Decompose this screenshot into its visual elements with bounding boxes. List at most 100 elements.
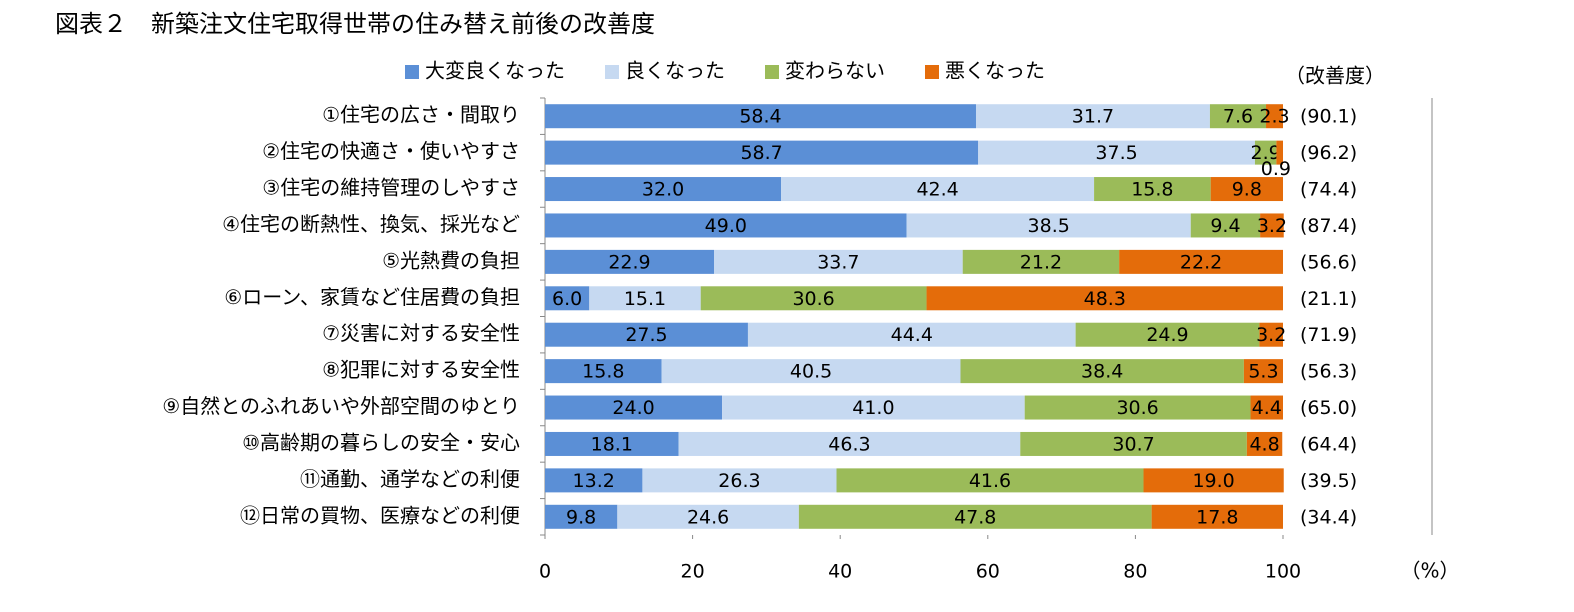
bar-segment <box>617 504 799 529</box>
category-label: ⑪通勤、通学などの利便 <box>300 467 520 491</box>
data-label: 42.4 <box>916 179 958 201</box>
bar-segment <box>545 249 715 274</box>
legend-swatch <box>605 65 619 79</box>
chart-title: 図表２ 新築注文住宅取得世帯の住み替え前後の改善度 <box>55 10 655 38</box>
category-label: ③住宅の維持管理のしやすさ <box>262 176 520 200</box>
bar-segment <box>1243 359 1283 384</box>
data-label: 24.9 <box>1146 324 1188 346</box>
bar-segment <box>1246 431 1283 456</box>
data-label: 44.4 <box>891 324 933 346</box>
bar-segment <box>642 468 837 493</box>
bar-segment <box>722 395 1025 420</box>
data-label: 9.8 <box>566 506 596 528</box>
category-label: ⑨自然とのふれあいや外部空間のゆとり <box>162 394 520 418</box>
data-label: 15.8 <box>1131 179 1173 201</box>
category-label: ②住宅の快適さ・使いやすさ <box>262 139 520 163</box>
improvement-label: (39.5) <box>1300 470 1357 492</box>
bar-segment <box>545 359 662 384</box>
legend-swatch <box>925 65 939 79</box>
improvement-label: (34.4) <box>1300 506 1357 528</box>
data-label: 30.6 <box>792 288 834 310</box>
bar-segment <box>1209 104 1267 129</box>
x-tick-label: 20 <box>681 561 705 583</box>
bar-segment <box>545 431 679 456</box>
bar-segment <box>926 286 1283 311</box>
category-label: ①住宅の広さ・間取り <box>322 103 520 127</box>
improvement-label: (90.1) <box>1300 106 1357 128</box>
bar-segment <box>960 359 1244 384</box>
data-label: 22.2 <box>1180 251 1222 273</box>
x-tick-label: 40 <box>828 561 852 583</box>
data-label: 13.2 <box>573 470 615 492</box>
bar-segment <box>1259 322 1283 347</box>
bar-segment <box>1254 140 1277 165</box>
bar-segment <box>1151 504 1283 529</box>
data-label: 15.1 <box>624 288 666 310</box>
data-label: 21.2 <box>1020 251 1062 273</box>
legend-label: 大変良くなった <box>425 59 565 83</box>
data-label: 3.2 <box>1257 215 1287 237</box>
bar-segment <box>1266 104 1283 129</box>
bar-segment <box>545 213 907 238</box>
data-label: 26.3 <box>718 470 760 492</box>
data-label: 37.5 <box>1095 142 1137 164</box>
data-label: 47.8 <box>954 506 996 528</box>
legend-label: 変わらない <box>785 59 885 83</box>
data-label: 15.8 <box>582 361 624 383</box>
bar-segment <box>545 468 643 493</box>
data-label: 32.0 <box>642 179 684 201</box>
bar-segment <box>545 104 976 129</box>
improvement-label: (21.1) <box>1300 288 1357 310</box>
data-label: 24.6 <box>687 506 729 528</box>
data-label: 41.0 <box>852 397 894 419</box>
bar-segment <box>962 249 1120 274</box>
data-label: 40.5 <box>790 361 832 383</box>
data-label: 33.7 <box>817 251 859 273</box>
bar-segment <box>798 504 1152 529</box>
bar-segment <box>545 140 979 165</box>
bar-segment <box>589 286 701 311</box>
x-tick-label: 60 <box>976 561 1000 583</box>
bar-segment <box>1210 177 1283 202</box>
bar-segment <box>700 286 927 311</box>
category-label: ⑩高齢期の暮らしの安全・安心 <box>242 430 520 454</box>
bar-segment <box>1260 213 1284 238</box>
legend-label: 悪くなった <box>945 59 1045 83</box>
category-label: ⑤光熱費の負担 <box>382 248 520 272</box>
bar-segment <box>781 177 1095 202</box>
data-label: 30.6 <box>1116 397 1158 419</box>
data-label: 18.1 <box>591 433 633 455</box>
legend-swatch <box>405 65 419 79</box>
bar-segment <box>1119 249 1283 274</box>
data-label: 9.8 <box>1232 179 1262 201</box>
x-unit: （%） <box>1400 559 1459 583</box>
bar-segment <box>545 395 723 420</box>
data-label: 4.8 <box>1249 433 1279 455</box>
bar-segment <box>678 431 1021 456</box>
data-label: 5.3 <box>1248 361 1278 383</box>
data-label: 58.4 <box>739 106 781 128</box>
bar-segment <box>1143 468 1284 493</box>
category-label: ⑧犯罪に対する安全性 <box>322 358 520 382</box>
category-label: ⑥ローン、家賃など住居費の負担 <box>224 285 520 309</box>
category-label: ⑦災害に対する安全性 <box>322 321 520 345</box>
x-tick-label: 80 <box>1123 561 1147 583</box>
improvement-label: (56.6) <box>1300 251 1357 273</box>
x-tick-label: 100 <box>1265 561 1301 583</box>
data-label: 2.9 <box>1251 142 1281 164</box>
bar-segment <box>1075 322 1260 347</box>
data-label: 38.4 <box>1081 361 1123 383</box>
bar-segment <box>545 322 748 347</box>
data-label: 41.6 <box>969 470 1011 492</box>
bar-segment <box>545 177 782 202</box>
improvement-label: (74.4) <box>1300 179 1357 201</box>
data-label: 2.3 <box>1259 106 1289 128</box>
data-label: 30.7 <box>1112 433 1154 455</box>
data-label: 31.7 <box>1072 106 1114 128</box>
data-label: 3.2 <box>1256 324 1286 346</box>
improvement-label: (96.2) <box>1300 142 1357 164</box>
data-label: 0.9 <box>1261 158 1291 180</box>
data-label: 24.0 <box>612 397 654 419</box>
data-label: 19.0 <box>1192 470 1234 492</box>
